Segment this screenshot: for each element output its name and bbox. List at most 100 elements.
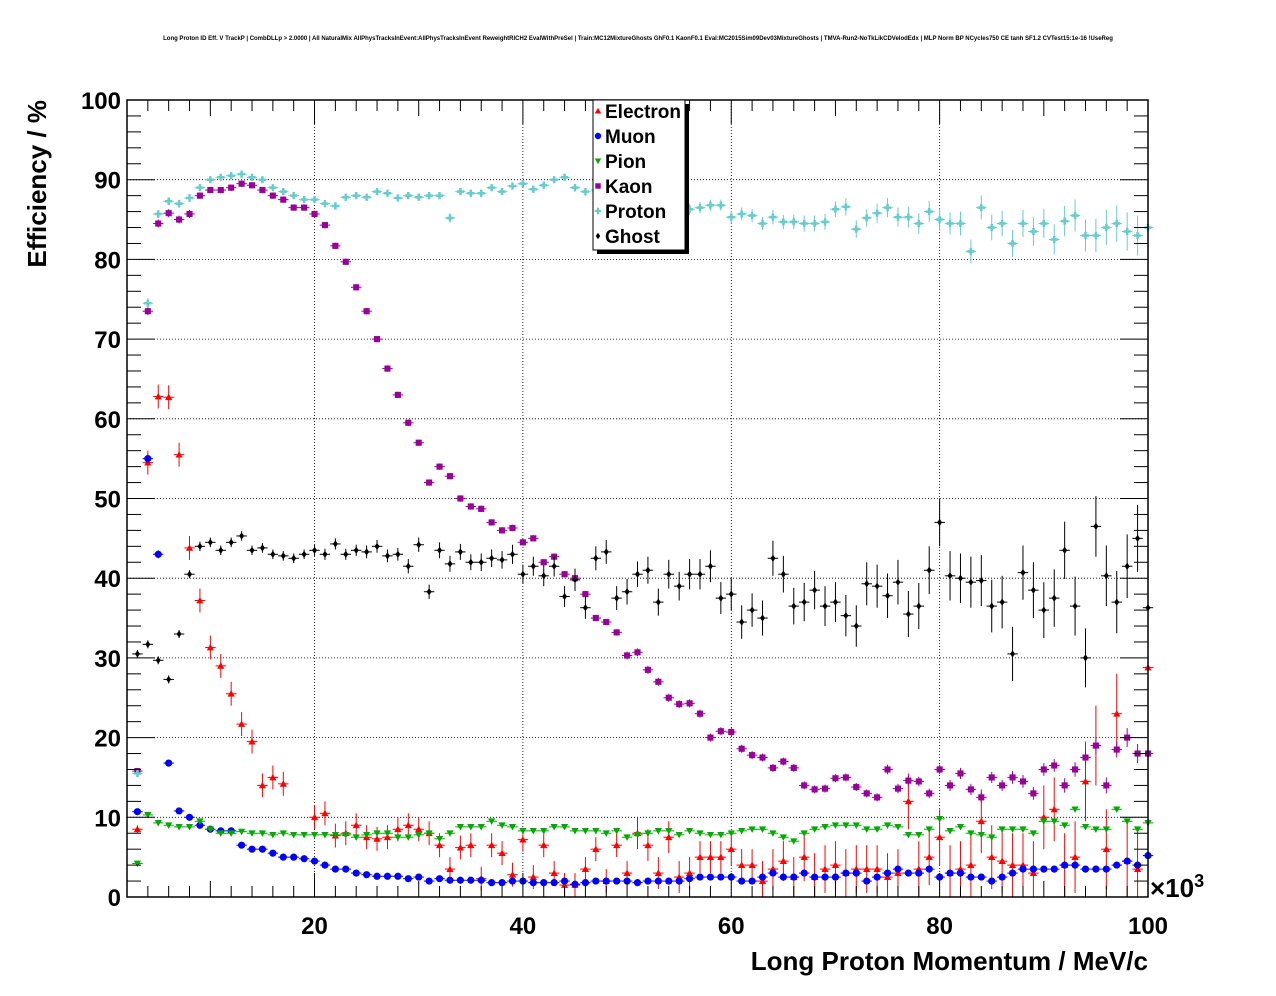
data-point-proton [248,173,256,181]
data-point-proton [175,200,183,208]
data-point-pion [477,823,485,831]
data-point-kaon [478,505,485,512]
data-point-proton [706,201,715,209]
data-point-kaon [248,182,256,189]
data-point-kaon [1040,766,1047,773]
data-point-proton [779,218,787,226]
data-point-proton [404,192,412,200]
data-point-electron [821,865,829,872]
data-point-kaon [259,187,266,194]
data-point-kaon [353,284,360,291]
data-point-kaon [342,258,349,265]
data-point-pion [915,831,923,839]
data-point-muon [435,875,444,883]
data-point-ghost [1062,546,1068,554]
data-point-ghost [999,598,1005,606]
data-point-proton [217,173,225,181]
data-point-kaon [373,336,381,343]
data-point-kaon [332,242,339,249]
data-point-muon [1081,865,1090,873]
data-point-muon [613,877,621,885]
data-point-proton [821,218,829,226]
data-point-muon [394,872,402,880]
data-point-kaon [217,187,224,194]
x-axis-multiplier-exponent: 3 [1194,871,1204,891]
data-point-ghost [228,538,234,546]
data-point-electron [988,853,996,861]
data-point-pion [831,822,840,829]
data-point-ghost [447,560,453,568]
data-point-muon [560,877,569,885]
data-point-proton [685,205,694,213]
data-point-proton [956,219,965,228]
data-point-ghost [874,582,880,590]
data-point-kaon [832,775,839,782]
data-point-kaon [499,527,506,534]
data-point-kaon [884,766,891,773]
data-point-muon [571,880,579,888]
data-point-pion [540,827,548,835]
data-point-pion [310,831,319,839]
data-point-ghost [572,576,578,584]
data-point-pion [206,826,214,833]
data-point-muon [1102,865,1110,873]
x-tick-label: 100 [1128,913,1168,940]
y-tick-label: 0 [108,885,121,912]
data-point-pion [488,818,496,825]
data-point-ghost [895,578,901,586]
data-point-muon [1061,861,1069,869]
x-tick-label: 80 [926,913,953,940]
data-point-proton [873,209,881,217]
data-point-muon [873,873,881,881]
data-point-ghost [957,574,963,582]
data-point-electron [196,596,204,604]
data-point-kaon [1113,746,1120,753]
data-point-ghost [791,602,797,610]
data-point-pion [175,823,183,831]
data-point-proton [727,213,735,221]
data-point-kaon [811,786,818,793]
data-point-muon [915,869,923,877]
chart-title: Long Proton ID Eff. V TrackP | CombDLLp … [163,36,1113,42]
data-point-kaon [676,701,683,708]
data-point-pion [404,834,412,841]
data-point-muon [300,855,308,863]
data-point-electron [165,393,173,401]
data-point-ghost [822,602,828,610]
data-point-kaon [144,308,151,315]
data-point-kaon [1061,782,1068,789]
data-point-ghost [416,541,422,549]
data-point-ghost [332,540,338,548]
data-point-proton [717,201,725,209]
data-point-ghost [968,578,974,586]
data-point-muon [831,873,840,881]
data-point-pion [1113,806,1121,813]
data-point-ghost [1010,650,1016,658]
data-point-ghost [989,602,995,610]
data-point-kaon [874,794,881,801]
data-point-electron [581,865,590,872]
data-point-kaon [467,503,474,510]
data-point-proton [279,188,287,196]
data-point-pion [925,826,933,833]
data-point-proton [581,188,590,196]
y-axis-title: Efficiency / % [22,100,52,268]
data-point-pion [342,831,350,839]
data-point-ghost [687,570,693,578]
data-markers [132,170,1154,897]
x-tick-label: 40 [510,913,537,940]
data-point-kaon [842,774,849,781]
data-point-kaon [186,210,193,218]
data-point-pion [227,830,235,837]
data-point-proton [383,189,392,197]
data-point-proton [1008,239,1017,248]
data-point-ghost [1103,572,1109,580]
data-point-muon [738,877,746,885]
data-point-kaon [821,785,829,792]
data-point-electron [936,833,944,841]
data-point-proton [331,202,339,210]
data-point-pion [811,826,819,833]
data-point-muon [779,873,787,881]
data-point-pion [956,823,965,831]
data-point-muon [1008,869,1017,877]
